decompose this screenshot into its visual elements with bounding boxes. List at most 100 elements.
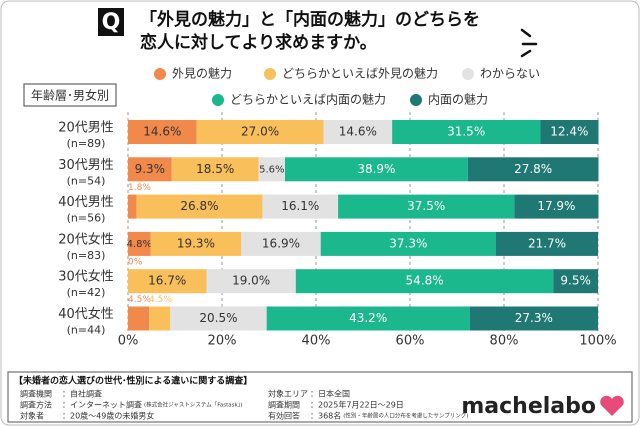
value-label: 19.0% bbox=[232, 274, 270, 288]
value-label: 17.9% bbox=[537, 199, 575, 213]
sample-size: (n=44) bbox=[67, 324, 106, 337]
sample-size: (n=54) bbox=[67, 174, 106, 187]
legend-swatch bbox=[410, 94, 422, 106]
category-label: 30代男性 bbox=[58, 158, 114, 173]
bar-segment bbox=[128, 194, 137, 219]
value-label: 27.8% bbox=[514, 162, 552, 176]
bar-segment bbox=[128, 306, 150, 331]
footer-box bbox=[7, 371, 633, 423]
category-label: 20代女性 bbox=[58, 231, 114, 247]
footer-label: 調査方法 bbox=[20, 400, 52, 410]
group-label: 年齢層･男女別 bbox=[31, 88, 109, 103]
footer-value: ：20歳～49歳の未婚男女 bbox=[62, 411, 154, 421]
footer-value: ：インターネット調査 bbox=[62, 400, 142, 410]
category-label: 40代女性 bbox=[58, 306, 114, 322]
legend-label: 外見の魅力 bbox=[172, 66, 232, 81]
value-label: 4.8% bbox=[127, 239, 152, 250]
bar-segment bbox=[540, 120, 599, 144]
chart-title: 「外見の魅力」と「内面の魅力」のどちらを bbox=[140, 9, 480, 30]
bar-segment bbox=[320, 231, 497, 256]
sample-size: (n=83) bbox=[67, 249, 106, 262]
bar-segment bbox=[262, 194, 339, 219]
bar-segment bbox=[258, 157, 285, 182]
logo: machelabo bbox=[461, 394, 596, 419]
footer-value: ：自社調査 bbox=[62, 389, 102, 399]
legend-label: わからない bbox=[480, 67, 540, 81]
legend-swatch bbox=[462, 68, 474, 80]
x-tick-label: 100% bbox=[579, 334, 616, 349]
value-label: 26.8% bbox=[180, 199, 218, 213]
logo-heart bbox=[600, 395, 624, 416]
bar-segment bbox=[266, 306, 470, 331]
bar-segment bbox=[392, 120, 541, 144]
bar-segment bbox=[128, 120, 197, 144]
bar-segment bbox=[514, 194, 599, 219]
bar-segment bbox=[128, 231, 151, 256]
footer-value: ：日本全国 bbox=[310, 389, 350, 399]
value-label: 54.8% bbox=[406, 274, 444, 288]
bar-segment bbox=[323, 120, 393, 144]
bar-segment bbox=[149, 306, 171, 331]
bar-segment bbox=[171, 157, 259, 182]
footer-label: 調査期間 bbox=[268, 400, 300, 410]
accent-marks bbox=[520, 28, 538, 58]
x-tick-label: 80% bbox=[490, 334, 519, 349]
bar-segment bbox=[206, 269, 296, 294]
value-label: 27.3% bbox=[515, 311, 553, 325]
value-label: 16.9% bbox=[262, 236, 300, 250]
value-label: 4.5% bbox=[128, 295, 151, 305]
value-label: 19.3% bbox=[177, 236, 215, 250]
bar-segment bbox=[150, 231, 242, 256]
bar-segment bbox=[338, 194, 515, 219]
footer-value: ：2025年7月22日～29日 bbox=[310, 400, 404, 410]
footer-label: 対象者 bbox=[20, 411, 44, 421]
bar-segment bbox=[128, 269, 207, 294]
value-label: 14.6% bbox=[143, 125, 181, 139]
footer-note: (性別・年齢層の人口分布を考慮したサンプリング) bbox=[343, 412, 468, 420]
legend-label: どちらかといえば内面の魅力 bbox=[230, 92, 386, 107]
footer-value: ：368名 bbox=[310, 411, 341, 421]
legend-label: どちらかといえば外見の魅力 bbox=[282, 66, 438, 81]
footer-label: 調査機関 bbox=[20, 389, 52, 399]
value-label: 21.7% bbox=[528, 236, 566, 250]
bar-segment bbox=[284, 157, 468, 182]
value-label: 12.4% bbox=[550, 125, 588, 139]
legend-swatch bbox=[264, 68, 276, 80]
bar-segment bbox=[241, 231, 321, 256]
legend-label: 内面の魅力 bbox=[428, 92, 488, 107]
value-label: 16.1% bbox=[281, 199, 319, 213]
sample-size: (n=89) bbox=[67, 137, 106, 150]
value-label: 16.7% bbox=[148, 274, 186, 288]
footer-label: 対象エリア bbox=[268, 389, 308, 399]
sample-size: (n=56) bbox=[67, 212, 106, 225]
value-label: 31.5% bbox=[447, 125, 485, 139]
legend-swatch bbox=[212, 94, 224, 106]
value-label: 18.5% bbox=[196, 162, 234, 176]
footer-label: 有効回答 bbox=[268, 411, 300, 421]
value-label: 37.5% bbox=[407, 199, 445, 213]
bar-segment bbox=[467, 157, 599, 182]
bar-segment bbox=[136, 194, 263, 219]
value-label: 14.6% bbox=[339, 125, 377, 139]
x-tick-label: 60% bbox=[396, 334, 425, 349]
footer-note: (株式会社ジャストシステム「Fastask」) bbox=[144, 401, 243, 409]
bar-segment bbox=[496, 231, 598, 256]
x-tick-label: 40% bbox=[302, 334, 331, 349]
bar-segment bbox=[553, 269, 598, 294]
value-label: 9.3% bbox=[135, 162, 166, 176]
value-label: 1.8% bbox=[128, 183, 151, 193]
group-label-box bbox=[23, 83, 117, 107]
category-label: 20代男性 bbox=[58, 121, 114, 136]
bar-segment bbox=[170, 306, 267, 331]
chart-title: 恋人に対してより求めますか。 bbox=[140, 32, 377, 53]
value-label: 27.0% bbox=[241, 125, 279, 139]
value-label: 20.5% bbox=[199, 311, 237, 325]
value-label: 0% bbox=[128, 258, 143, 268]
bar-segment bbox=[469, 306, 598, 331]
footer-heading: 【未婚者の恋人選びの世代･性別による違いに関する調査】 bbox=[14, 375, 252, 387]
category-label: 40代男性 bbox=[58, 195, 114, 210]
q-icon bbox=[98, 8, 124, 36]
value-label: 4.5% bbox=[149, 295, 172, 305]
value-label: 5.6% bbox=[259, 164, 284, 175]
